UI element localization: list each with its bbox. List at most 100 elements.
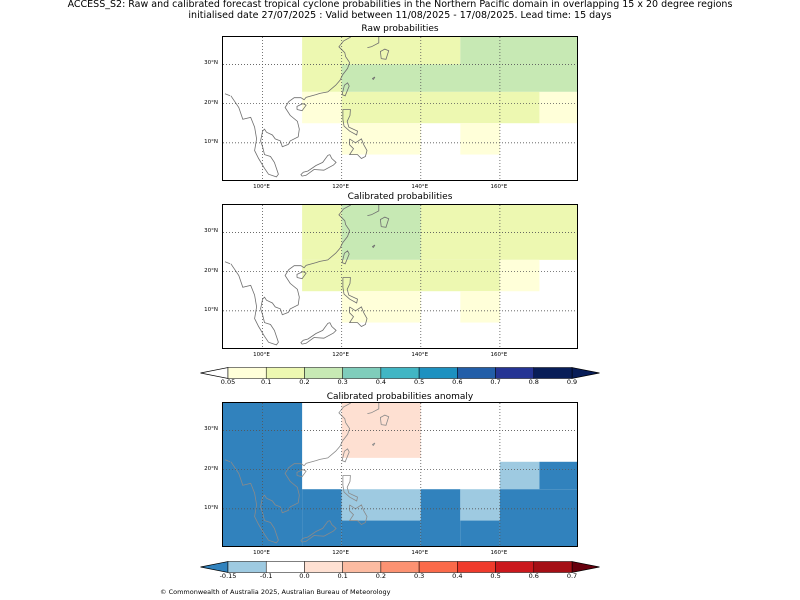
probability-cell	[341, 123, 421, 155]
probability-cell	[341, 64, 577, 92]
colorbar-tick-label: 0.4	[452, 572, 463, 580]
copyright-footer: © Commonwealth of Australia 2025, Austra…	[160, 588, 391, 596]
colorbar-segment	[533, 561, 573, 573]
colorbar-tick-label: 0.2	[299, 378, 310, 386]
latitude-tick-label: 10°N	[204, 504, 218, 511]
longitude-tick-label: 140°E	[411, 550, 429, 556]
latitude-tick-label: 10°N	[204, 306, 218, 313]
panel-title-anomaly: Calibrated probabilities anomaly	[326, 392, 474, 402]
longitude-tick-label: 160°E	[490, 352, 508, 358]
coastline	[379, 414, 390, 426]
latitude-tick-label: 20°N	[204, 465, 218, 472]
colorbar-segment	[533, 367, 573, 379]
probability-cell	[460, 37, 577, 65]
coastline	[367, 403, 380, 414]
colorbar-over-arrow	[571, 561, 600, 573]
probability-cell	[460, 123, 500, 155]
probability-cell	[499, 489, 577, 546]
colorbar-tick-label: 0.0	[299, 572, 310, 580]
panel-title-raw: Raw probabilities	[361, 24, 439, 34]
coastline	[296, 271, 307, 280]
latitude-tick-label: 20°N	[204, 267, 218, 274]
coastline	[224, 459, 231, 463]
longitude-tick-label: 120°E	[332, 352, 350, 358]
probability-cell	[302, 37, 342, 92]
coastline	[379, 216, 390, 228]
coastline	[341, 250, 350, 265]
coastline	[367, 37, 380, 48]
coastline	[342, 109, 358, 136]
title-line-2: initialised date 27/07/2025 : Valid betw…	[188, 9, 612, 21]
map-canvas	[223, 403, 577, 546]
coastline	[296, 103, 307, 112]
coastline	[348, 504, 368, 525]
map-canvas	[223, 37, 577, 180]
latitude-tick-label: 30°N	[204, 60, 218, 67]
coastline	[296, 469, 307, 478]
coastline	[230, 403, 351, 544]
colorbar-segment	[380, 367, 420, 379]
colorbar-segment	[304, 367, 343, 379]
coastline	[230, 205, 351, 346]
colorbar-segment	[342, 367, 382, 379]
map-calibrated-probabilities	[222, 204, 578, 349]
map-raw-probabilities	[222, 36, 578, 181]
probability-cell	[460, 291, 500, 323]
longitude-tick-label: 120°E	[332, 184, 350, 190]
coastline	[300, 154, 337, 177]
probability-cell	[223, 403, 303, 546]
colorbar-canvas	[200, 367, 600, 379]
colorbar-tick-label: 0.4	[375, 378, 387, 386]
probability-cell	[341, 37, 461, 65]
coastline	[341, 448, 350, 463]
colorbar-segment	[380, 561, 420, 573]
coastline	[230, 37, 351, 178]
colorbar-tick-label: 0.7	[566, 572, 578, 580]
colorbar-canvas	[200, 561, 600, 573]
probability-cell	[539, 461, 577, 490]
probability-cell	[341, 291, 421, 323]
colorbar-tick-label: 0.3	[413, 572, 425, 580]
coastline	[371, 442, 376, 446]
colorbar-probabilities	[200, 364, 600, 379]
colorbar-tick-label: 0.6	[528, 572, 539, 580]
colorbar-tick-label: 0.5	[490, 572, 501, 580]
panel-title-calibrated: Calibrated probabilities	[347, 192, 453, 202]
map-calibrated-anomaly	[222, 402, 578, 547]
probability-cell	[499, 461, 540, 490]
probability-cell	[460, 520, 500, 546]
coastline	[224, 93, 231, 97]
colorbar-tick-label: 0.7	[490, 378, 501, 386]
coastline	[379, 48, 390, 60]
longitude-tick-label: 160°E	[490, 184, 508, 190]
coastline	[300, 520, 337, 543]
colorbar-segment	[457, 367, 496, 379]
coastline	[348, 138, 368, 159]
coastline	[367, 205, 380, 216]
coastline	[342, 277, 358, 304]
colorbar-segment	[457, 561, 496, 573]
colorbar-tick-label: -0.1	[259, 572, 273, 580]
longitude-tick-label: 120°E	[332, 550, 350, 556]
colorbar-under-arrow	[200, 367, 229, 379]
probability-cell	[302, 489, 342, 546]
coastline	[342, 475, 358, 502]
colorbar-segment	[227, 367, 267, 379]
colorbar-anomaly	[200, 558, 600, 573]
probability-cell	[341, 489, 421, 521]
colorbar-segment	[495, 367, 535, 379]
probability-cell	[341, 205, 421, 260]
colorbar-tick-label: 0.1	[337, 572, 348, 580]
probability-cell	[341, 403, 421, 458]
longitude-tick-label: 140°E	[411, 352, 429, 358]
latitude-tick-label: 10°N	[204, 138, 218, 145]
latitude-tick-label: 20°N	[204, 99, 218, 106]
probability-cell	[302, 91, 342, 124]
probability-cell	[302, 205, 342, 260]
colorbar-segment	[418, 367, 458, 379]
colorbar-segment	[265, 367, 305, 379]
colorbar-tick-label: 0.6	[452, 378, 463, 386]
coastline	[224, 261, 231, 265]
colorbar-under-arrow	[200, 561, 229, 573]
colorbar-segment	[418, 561, 458, 573]
